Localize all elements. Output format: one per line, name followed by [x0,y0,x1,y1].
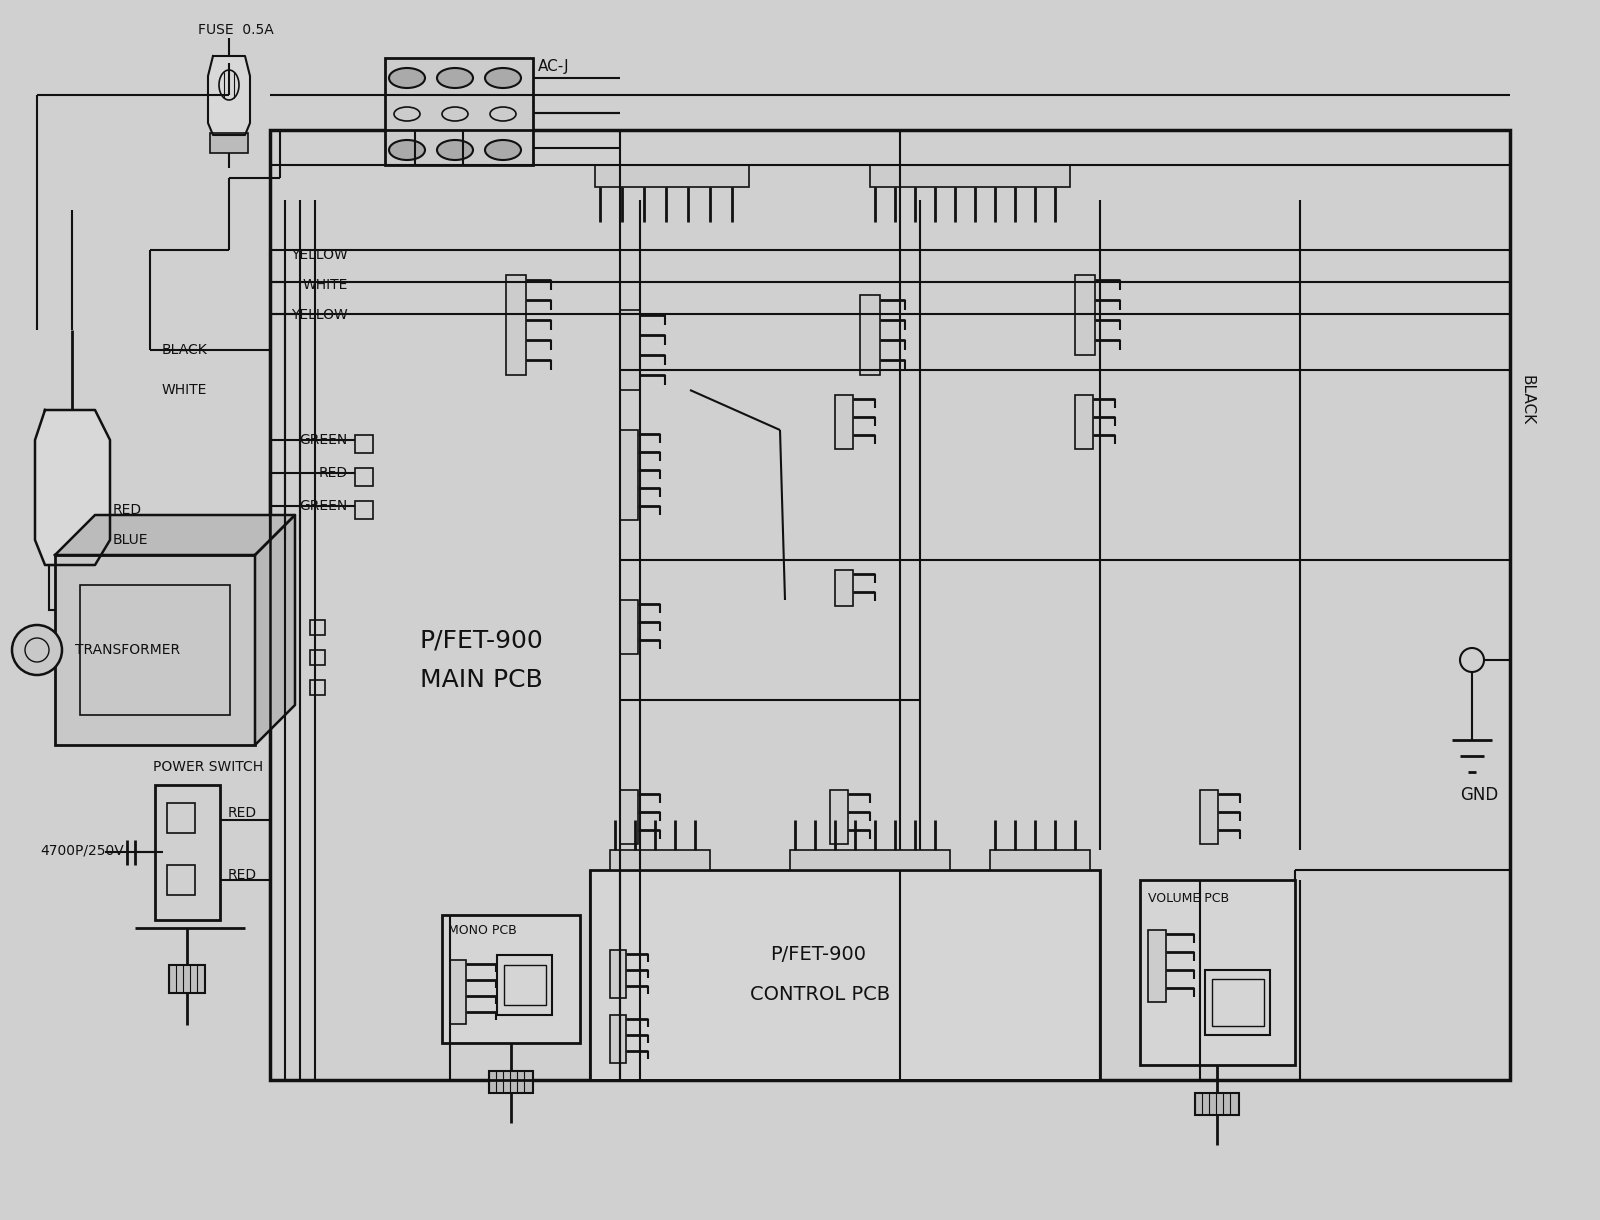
Bar [310,650,325,665]
Bar [355,501,373,518]
Bar [450,960,466,1024]
Text: WHITE: WHITE [162,383,208,396]
Text: MONO PCB: MONO PCB [448,925,517,937]
Bar [835,570,853,606]
Bar [790,850,950,870]
Bar [621,429,638,520]
Polygon shape [208,56,250,135]
Bar [595,165,749,187]
Bar [835,395,853,449]
Ellipse shape [485,68,522,88]
Bar [270,131,1510,1080]
Text: AC-J: AC-J [538,59,570,73]
Bar [50,565,66,610]
Bar [166,803,195,833]
Bar [870,165,1070,187]
Text: RED: RED [229,806,258,820]
Bar [610,850,710,870]
Bar [590,870,1101,1080]
Text: P/FET-900: P/FET-900 [419,628,544,651]
Text: BLUE: BLUE [114,533,149,547]
Bar [166,865,195,895]
Text: RED: RED [229,867,258,882]
Bar [861,295,880,375]
Text: RED: RED [318,466,349,479]
Bar [355,468,373,486]
Bar [80,565,96,610]
Text: 4700P/250V: 4700P/250V [40,843,123,856]
Polygon shape [254,515,294,745]
Bar [990,850,1090,870]
Ellipse shape [389,68,426,88]
Bar [1149,930,1166,1002]
Bar [170,965,205,993]
Text: GREEN: GREEN [299,499,349,512]
Text: FUSE  0.5A: FUSE 0.5A [198,23,274,37]
Circle shape [13,625,62,675]
Text: CONTROL PCB: CONTROL PCB [750,986,890,1004]
Text: MAIN PCB: MAIN PCB [419,669,542,692]
Bar [1205,970,1270,1035]
Bar [155,784,221,920]
Bar [386,59,533,165]
Bar [830,791,848,844]
Bar [490,1071,533,1093]
Bar [498,955,552,1015]
Polygon shape [35,410,110,565]
Bar [621,600,638,654]
Polygon shape [54,515,294,555]
Bar [610,1015,626,1063]
Text: WHITE: WHITE [302,278,349,292]
Text: BLACK: BLACK [1520,375,1534,425]
Bar [210,133,248,152]
Ellipse shape [437,140,474,160]
Text: RED: RED [114,503,142,517]
Bar [1213,978,1264,1026]
Text: BLACK: BLACK [162,343,208,357]
Text: GND: GND [1459,786,1498,804]
Bar [504,965,546,1005]
Text: TRANSFORMER: TRANSFORMER [75,643,181,658]
Bar [80,586,230,715]
Text: YELLOW: YELLOW [291,248,349,262]
Ellipse shape [389,140,426,160]
Ellipse shape [437,68,474,88]
Text: YELLOW: YELLOW [291,307,349,322]
Text: GREEN: GREEN [299,433,349,447]
Bar [1075,395,1093,449]
Bar [1139,880,1294,1065]
Text: POWER SWITCH: POWER SWITCH [154,760,262,773]
Bar [506,274,526,375]
Text: VOLUME PCB: VOLUME PCB [1149,892,1229,904]
Bar [355,436,373,453]
Bar [310,620,325,634]
Bar [310,680,325,695]
Bar [621,310,640,390]
Text: P/FET-900: P/FET-900 [770,946,866,965]
Bar [442,915,579,1043]
Bar [621,791,638,844]
Ellipse shape [485,140,522,160]
Bar [1075,274,1094,355]
Bar [1200,791,1218,844]
Bar [54,555,254,745]
Bar [610,950,626,998]
Bar [1195,1093,1238,1115]
